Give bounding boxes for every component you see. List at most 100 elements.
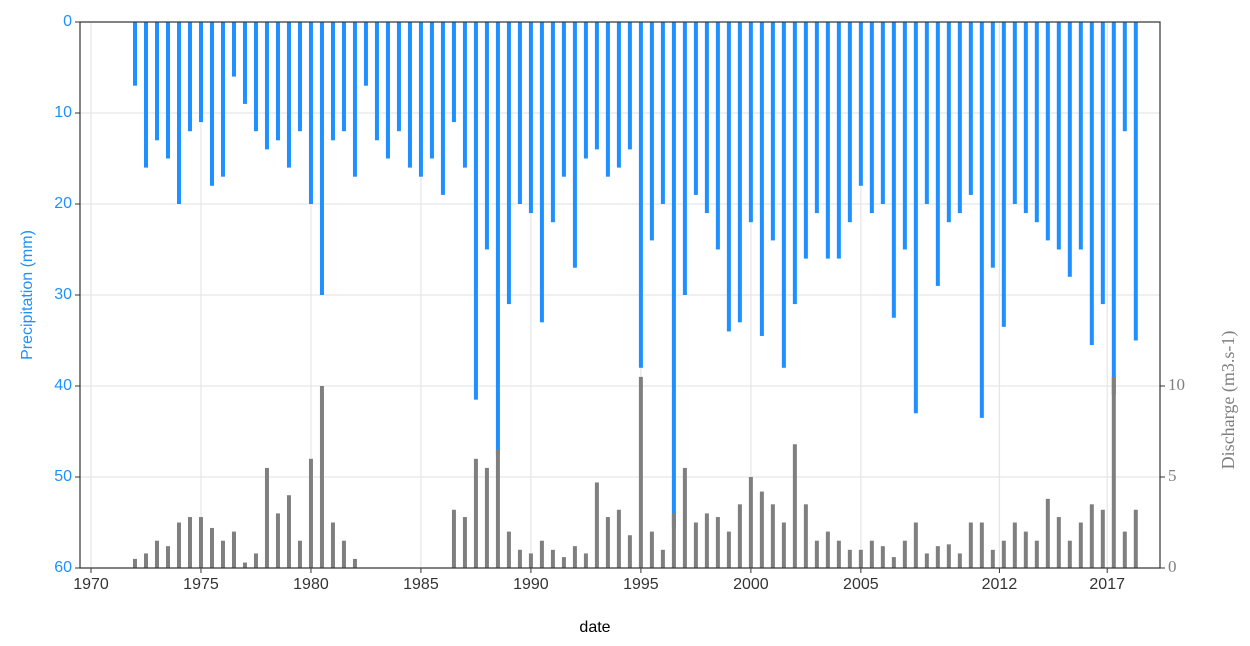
y-tick-label: 20 [54, 195, 72, 212]
bar [418, 22, 423, 177]
bar [803, 22, 808, 259]
bar [561, 557, 566, 568]
bar [352, 22, 357, 177]
x-tick-label: 2012 [982, 576, 1018, 593]
bar [858, 549, 863, 568]
bar [671, 22, 676, 528]
bar [572, 546, 577, 568]
bar [1034, 540, 1039, 568]
x-tick-label: 1980 [293, 576, 329, 593]
bar [209, 22, 214, 186]
bar [385, 22, 390, 159]
bar [957, 22, 962, 214]
panel-border [79, 21, 1161, 569]
bar [1122, 531, 1127, 568]
bar [1078, 522, 1083, 568]
bar [1023, 22, 1028, 214]
bar [275, 513, 280, 568]
bar [759, 491, 764, 568]
bar [1023, 531, 1028, 568]
bar [924, 22, 929, 204]
bar [1111, 376, 1116, 568]
bar [891, 22, 896, 318]
bar [253, 553, 258, 568]
bar [671, 513, 676, 568]
bar [165, 22, 170, 159]
y-tick-label: 10 [54, 104, 72, 121]
bar [616, 22, 621, 168]
bar [847, 22, 852, 223]
bar [858, 22, 863, 186]
bar [1122, 22, 1127, 132]
bar [792, 444, 797, 568]
bar [660, 549, 665, 568]
bar [572, 22, 577, 268]
bar [605, 22, 610, 177]
bar [1056, 22, 1061, 250]
bar [902, 540, 907, 568]
bar [990, 22, 995, 268]
y-tick-label: 50 [54, 468, 72, 485]
bar [506, 531, 511, 568]
bar [143, 22, 148, 168]
x-tick-label: 1990 [513, 576, 549, 593]
bar [462, 517, 467, 568]
bar [869, 540, 874, 568]
bar [737, 504, 742, 568]
bar [935, 546, 940, 568]
bar [891, 557, 896, 568]
bar [726, 22, 731, 332]
bar [990, 549, 995, 568]
bar [341, 22, 346, 132]
bar [396, 22, 401, 132]
bar [715, 22, 720, 250]
bar [792, 22, 797, 305]
bar [1100, 22, 1105, 305]
bar [242, 562, 247, 568]
bar [803, 504, 808, 568]
bar [330, 522, 335, 568]
bar [979, 22, 984, 418]
bar [550, 549, 555, 568]
bar [935, 22, 940, 286]
bar [825, 531, 830, 568]
bar [726, 531, 731, 568]
bar [352, 558, 357, 568]
bar [363, 22, 368, 86]
bar [594, 482, 599, 568]
bar [770, 22, 775, 241]
bar [451, 509, 456, 568]
bar [220, 540, 225, 568]
bar [297, 540, 302, 568]
bar [231, 22, 236, 77]
bar [638, 22, 643, 368]
bar [605, 517, 610, 568]
bar [825, 22, 830, 259]
bar [627, 22, 632, 150]
bar [781, 522, 786, 568]
bar [814, 540, 819, 568]
bar [869, 22, 874, 214]
bar [847, 549, 852, 568]
bar [781, 22, 786, 368]
bar [209, 527, 214, 568]
bar [275, 22, 280, 141]
bar [176, 522, 181, 568]
bar [484, 467, 489, 568]
x-tick-label: 2005 [843, 576, 879, 593]
bar [308, 458, 313, 568]
bar [440, 22, 445, 195]
bar [627, 535, 632, 568]
bar [517, 549, 522, 568]
bar [1001, 540, 1006, 568]
bar [561, 22, 566, 177]
bar [1012, 22, 1017, 204]
bar [231, 531, 236, 568]
bar [242, 22, 247, 104]
bar [693, 522, 698, 568]
bar [979, 522, 984, 568]
x-tick-label: 1985 [403, 576, 439, 593]
bar [550, 22, 555, 223]
